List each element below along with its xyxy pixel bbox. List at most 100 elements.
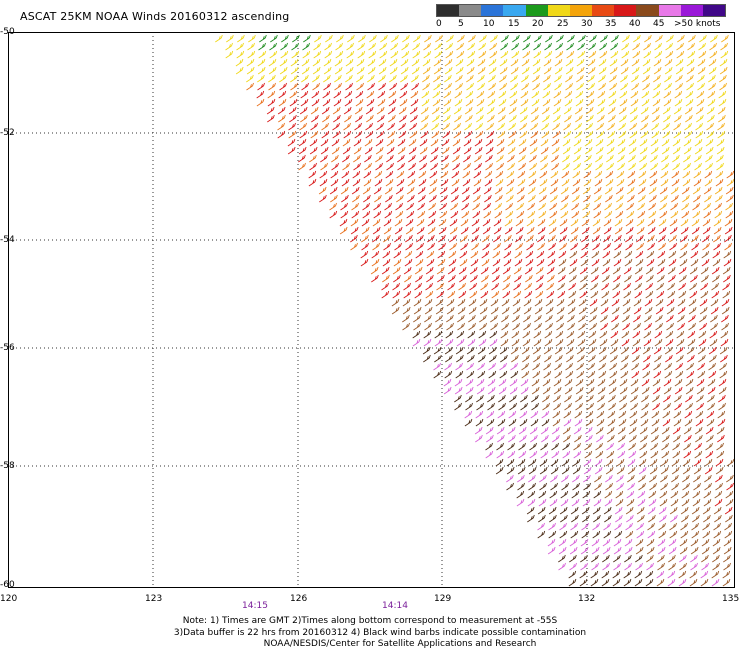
wind-barb [506,194,514,203]
wind-barb [694,442,702,451]
wind-barb [716,154,724,163]
wind-barb [702,218,711,227]
wind-barb [416,234,424,243]
wind-barb [446,306,455,315]
wind-barb [277,106,286,115]
wind-barb [610,50,619,59]
wind-barb [627,474,635,483]
wind-barb [669,522,677,531]
wind-barb [424,306,433,315]
wind-barb [375,154,383,163]
wind-barb [405,234,413,243]
wind-barb [544,330,553,339]
wind-barb [495,194,503,203]
wind-barb [583,458,592,467]
wind-barb [708,74,716,83]
wind-barb [619,394,627,403]
wind-barb [482,218,491,227]
wind-barb [466,58,475,67]
wind-barb [279,66,288,75]
wind-barb [352,178,361,187]
wind-barb [432,90,441,99]
wind-barb [447,290,456,299]
wind-barb [236,50,245,59]
wind-barb [553,402,561,411]
wind-barb [723,250,732,259]
wind-barb [457,322,465,331]
wind-barb [430,146,439,155]
wind-barb [697,346,706,355]
wind-barb [361,234,369,243]
wind-barb [455,346,464,355]
wind-barb [506,458,515,467]
wind-barb [544,50,553,59]
wind-barb [319,178,328,187]
wind-barb [520,378,529,387]
wind-barb [606,138,615,147]
wind-barb [672,154,680,163]
wind-barb [709,330,718,339]
wind-barb [488,346,497,355]
wind-barb [507,146,516,155]
wind-barb [334,82,342,91]
wind-barb [649,194,657,203]
wind-barb [718,378,727,387]
wind-barb [422,66,431,75]
wind-barb [377,114,385,123]
wind-barb [706,122,714,131]
wind-barb [652,98,661,107]
wind-barb [433,74,441,83]
wind-barb [699,322,707,331]
wind-barb [368,42,376,51]
wind-barb [521,370,530,379]
wind-barb [647,218,656,227]
wind-barb [559,522,567,531]
wind-barb [663,90,672,99]
wind-barb [691,234,699,243]
wind-barb [686,370,695,379]
wind-barb [560,514,568,523]
wind-barb [618,130,627,139]
wind-barb [614,242,622,251]
wind-barb [662,410,671,419]
wind-barb [407,178,416,187]
wind-barb [717,122,725,131]
wind-barb [426,258,435,267]
wind-barb [609,370,618,379]
wind-barb [531,378,540,387]
wind-barb [564,394,572,403]
wind-barb [479,34,487,43]
wind-barb [601,578,610,587]
wind-barb [352,170,361,179]
wind-barb [649,170,658,179]
wind-barb [664,58,673,67]
wind-barb [246,82,254,91]
wind-barb [645,290,654,299]
wind-barb [724,530,733,539]
wind-barb [342,154,350,163]
wind-barb [300,98,309,107]
wind-barb [465,402,473,411]
wind-barb [541,122,549,131]
wind-barb [669,226,678,235]
wind-barb [570,234,578,243]
wind-barb [605,178,614,187]
wind-barb [292,34,300,43]
wind-barb [447,266,456,275]
wind-barb [671,466,680,475]
wind-barb [697,362,705,371]
wind-barb [438,218,447,227]
wind-barb [492,274,500,283]
wind-barb [436,266,445,275]
wind-barb [460,218,469,227]
wind-barb [592,218,601,227]
wind-barb [670,202,678,211]
wind-barb [550,170,559,179]
wind-barb [323,66,332,75]
wind-barb [505,202,513,211]
wind-barb [389,82,397,91]
wind-barb [392,282,400,291]
wind-barb [498,394,506,403]
wind-barb [637,186,646,195]
wind-barb [662,418,671,427]
